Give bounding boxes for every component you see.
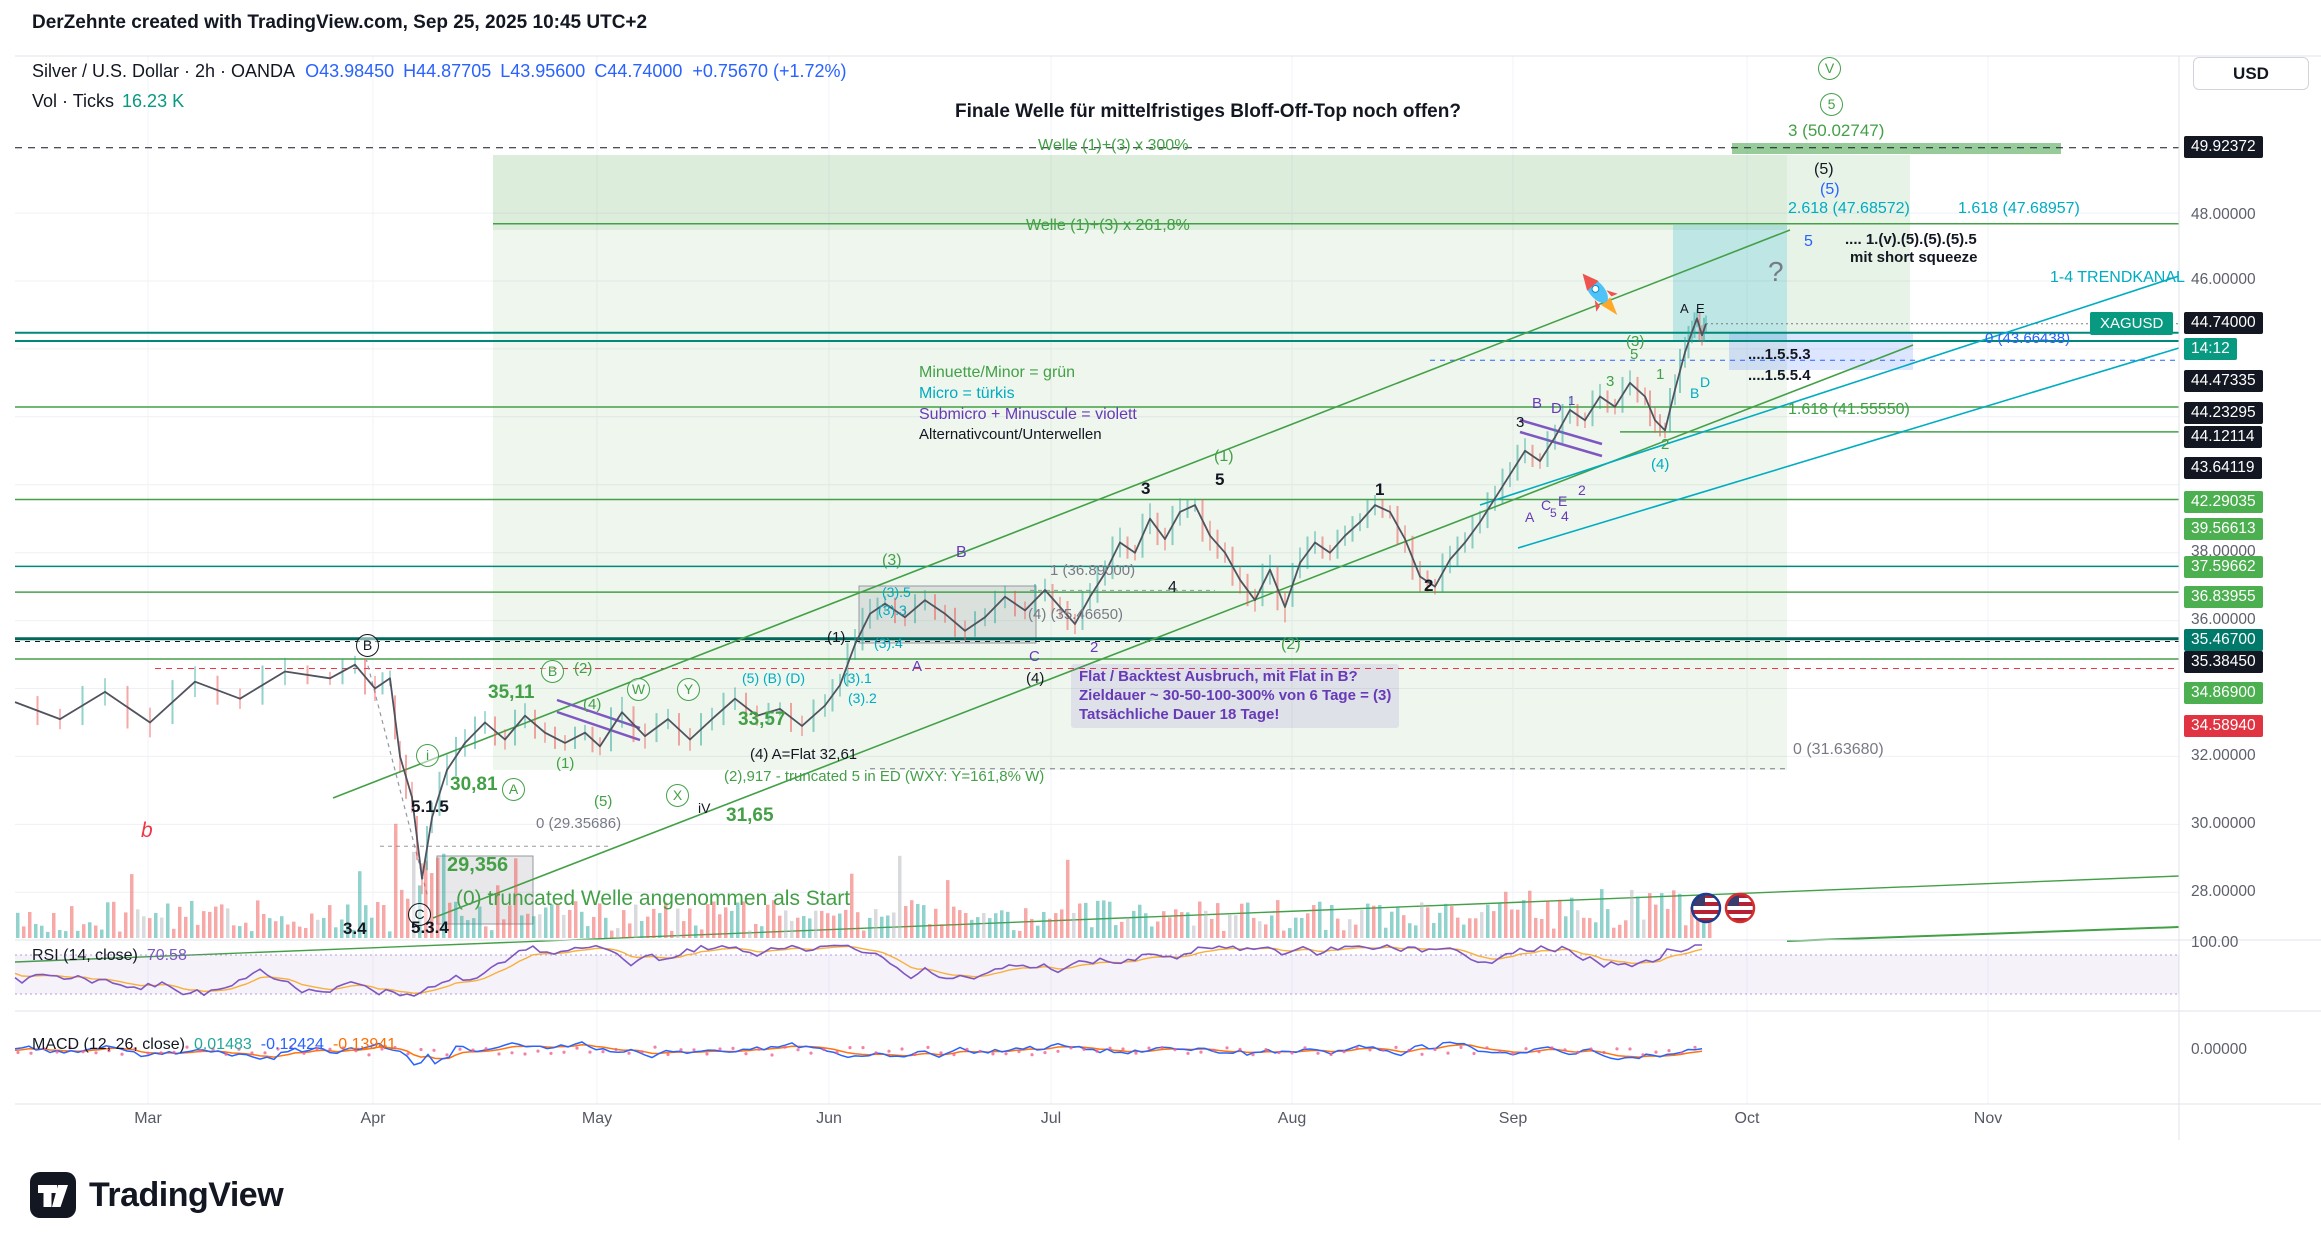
symbol-title[interactable]: Silver / U.S. Dollar · 2h · OANDA [32,61,296,81]
time-axis-label: Jul [1040,1110,1062,1127]
ohlc-token: O43.98450 [305,61,395,81]
us-flag-icon[interactable] [1724,892,1756,924]
time-axis[interactable]: Mar Apr May Jun Jul Aug Sep Oct Nov [0,1110,2179,1138]
symbol-price-badge: XAGUSD [2090,312,2174,335]
time-axis-label: Mar [134,1110,162,1127]
price-change: +0.75670 (+1.72%) [692,61,847,81]
symbol-info-bar[interactable]: Silver / U.S. Dollar · 2h · OANDA O43.98… [32,61,847,82]
macd-label: MACD (12, 26, close) [32,1036,185,1053]
price-scale-label: 34.86900 [2184,682,2263,704]
price-scale-label: 44.12114 [2184,426,2262,448]
rsi-label: RSI (14, close) [32,947,138,964]
price-scale-label: 44.47335 [2184,370,2263,392]
price-scale-label: 30.00000 [2191,815,2256,832]
ohlc-values: O43.98450 H44.87705 L43.95600 C44.74000 [305,61,682,82]
rsi-indicator-label[interactable]: RSI (14, close) 70.58 [32,947,187,965]
rsi-value: 70.58 [146,947,187,964]
price-scale-label: 36.00000 [2191,611,2256,628]
price-scale-label: 44.74000 [2184,312,2263,334]
vol-label: Vol · Ticks [32,91,115,111]
price-scale-label: 39.56613 [2184,518,2263,540]
tradingview-logo-text: TradingView [89,1175,284,1214]
price-scale-label: 28.00000 [2191,883,2256,900]
price-scale-label: 36.83955 [2184,586,2263,608]
macd-value: -0.12424 [260,1036,324,1053]
rocket-icon[interactable] [1572,265,1628,324]
price-scale[interactable]: 49.92372 48.00000 46.00000 44.74000 14:12 44.… [2180,42,2321,1146]
price-scale-label: 35.38450 [2184,651,2263,673]
price-scale-label: 38.00000 [2191,543,2256,560]
price-scale-label: 14:12 [2184,338,2237,360]
volume-indicator-label[interactable]: Vol · Ticks 16.23 K [32,91,184,112]
creation-line: DerZehnte created with TradingView.com, … [32,12,648,33]
ohlc-token: C44.74000 [594,61,683,81]
price-scale-label: 46.00000 [2191,271,2256,288]
price-scale-label: 42.29035 [2184,491,2263,513]
price-scale-label: 48.00000 [2191,206,2256,223]
time-axis-label: May [581,1110,613,1127]
time-axis-label: Oct [1734,1110,1760,1127]
macd-signal-value: -0.13941 [332,1036,397,1053]
tradingview-logo[interactable]: TradingView [30,1172,284,1218]
macd-indicator-label[interactable]: MACD (12, 26, close) 0.01483 -0.12424 -0… [32,1036,396,1054]
price-scale-label: 49.92372 [2184,136,2263,158]
price-scale-label: 0.00000 [2191,1041,2248,1058]
price-scale-label: 35.46700 [2184,629,2263,651]
time-axis-label: Sep [1498,1110,1528,1127]
price-scale-label: 34.58940 [2184,715,2263,737]
time-axis-label: Aug [1277,1110,1307,1127]
ohlc-token: L43.95600 [500,61,586,81]
price-scale-label: 43.64119 [2184,457,2262,479]
price-scale-label: 32.00000 [2191,747,2256,764]
ohlc-token: H44.87705 [403,61,492,81]
currency-selector[interactable]: USD [2193,57,2309,90]
chart-headline: Finale Welle für mittelfristiges Bloff-O… [955,101,1461,122]
macd-histogram-value: 0.01483 [193,1036,252,1053]
price-scale-label: 37.59662 [2184,556,2263,578]
vol-value: 16.23 K [122,91,185,111]
tradingview-logo-icon [30,1172,76,1218]
time-axis-label: Nov [1973,1110,2003,1127]
price-scale-label: 44.23295 [2184,402,2263,424]
us-flag-icon[interactable] [1690,892,1722,924]
price-scale-label: 100.00 [2191,934,2239,951]
time-axis-label: Jun [816,1110,842,1127]
time-axis-label: Apr [360,1110,386,1127]
